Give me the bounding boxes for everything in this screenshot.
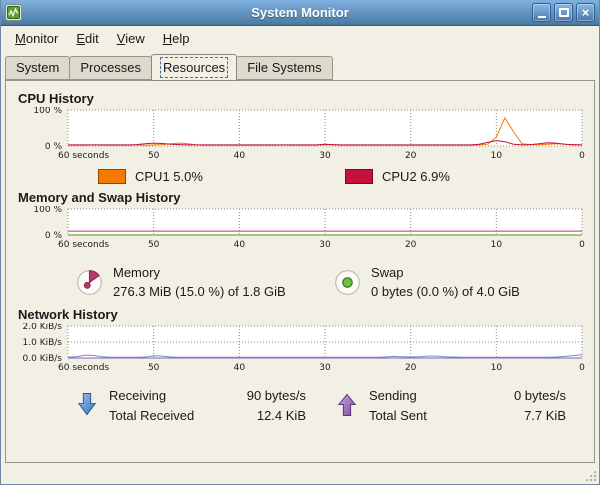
- resources-panel: CPU History 60 seconds 50 40 30 20 10 0 100 % 0 …: [5, 80, 595, 463]
- memory-detail: 276.3 MiB (15.0 %) of 1.8 GiB: [113, 284, 286, 299]
- window-title: System Monitor: [251, 5, 349, 20]
- svg-text:2.0 KiB/s: 2.0 KiB/s: [23, 323, 63, 332]
- svg-text:1.0 KiB/s: 1.0 KiB/s: [23, 338, 63, 348]
- cpu1-legend-item: CPU1 5.0%: [98, 169, 345, 184]
- titlebar[interactable]: System Monitor ×: [1, 0, 599, 26]
- svg-text:10: 10: [491, 363, 503, 373]
- svg-text:0: 0: [579, 240, 585, 250]
- cpu-legend: CPU1 5.0% CPU2 6.9%: [98, 169, 592, 184]
- swap-pie-icon: [335, 269, 360, 295]
- minimize-icon: [537, 15, 546, 18]
- tab-bar: System Processes Resources File Systems: [1, 50, 599, 81]
- svg-text:0.0 KiB/s: 0.0 KiB/s: [23, 354, 63, 364]
- svg-text:30: 30: [319, 151, 331, 161]
- memory-swap-legend: Memory 276.3 MiB (15.0 %) of 1.8 GiB Swa…: [76, 263, 592, 301]
- svg-text:100 %: 100 %: [33, 206, 62, 215]
- menu-view[interactable]: View: [116, 30, 145, 46]
- cpu1-color-swatch: [98, 169, 126, 184]
- receiving-text: Receiving 90 bytes/s Total Received 12.4…: [109, 386, 306, 426]
- tab-file-systems[interactable]: File Systems: [236, 56, 333, 80]
- svg-text:20: 20: [405, 151, 417, 161]
- memory-label: Memory: [113, 265, 160, 280]
- total-sent-label: Total Sent: [369, 408, 427, 423]
- resize-grip[interactable]: [584, 469, 597, 482]
- download-arrow-icon: [77, 393, 97, 416]
- svg-text:40: 40: [234, 363, 246, 373]
- network-history-title: Network History: [18, 307, 118, 322]
- svg-text:0: 0: [579, 151, 585, 161]
- svg-text:20: 20: [405, 363, 417, 373]
- menu-edit[interactable]: Edit: [76, 30, 99, 46]
- receiving-legend-item: Receiving 90 bytes/s Total Received 12.4…: [76, 386, 306, 426]
- menubar: Monitor Edit View Help: [1, 26, 599, 50]
- svg-text:0 %: 0 %: [45, 142, 63, 152]
- menu-monitor[interactable]: Monitor: [15, 30, 59, 46]
- swap-detail: 0 bytes (0.0 %) of 4.0 GiB: [371, 284, 520, 299]
- svg-text:10: 10: [491, 240, 503, 250]
- swap-text: Swap 0 bytes (0.0 %) of 4.0 GiB: [371, 263, 520, 301]
- tab-resources[interactable]: Resources: [151, 54, 238, 81]
- network-history-chart: 60 seconds 50 40 30 20 10 0 2.0 KiB/s 1.0 KiB/s 0…: [23, 323, 586, 373]
- total-sent-value: 7.7 KiB: [524, 408, 566, 423]
- tab-processes[interactable]: Processes: [69, 56, 153, 80]
- cpu2-label: CPU2 6.9%: [382, 169, 450, 184]
- sending-legend-item: Sending 0 bytes/s Total Sent 7.7 KiB: [336, 386, 566, 426]
- swap-label: Swap: [371, 265, 404, 280]
- minimize-button[interactable]: [532, 3, 551, 22]
- memory-swap-chart: 60 seconds 50 40 30 20 10 0 100 % 0 %: [33, 206, 585, 250]
- tab-system[interactable]: System: [5, 56, 71, 80]
- svg-text:100 %: 100 %: [33, 107, 62, 116]
- maximize-icon: [558, 8, 569, 17]
- svg-text:0: 0: [579, 363, 585, 373]
- close-button[interactable]: ×: [576, 3, 595, 22]
- svg-text:20: 20: [405, 240, 417, 250]
- svg-text:60 seconds: 60 seconds: [58, 363, 109, 373]
- memory-pie-icon: [77, 269, 102, 295]
- memory-swap-title: Memory and Swap History: [18, 190, 181, 205]
- sending-label: Sending: [369, 388, 417, 403]
- total-received-label: Total Received: [109, 408, 195, 423]
- cpu-history-chart: 60 seconds 50 40 30 20 10 0 100 % 0 %: [33, 107, 585, 161]
- svg-text:0 %: 0 %: [45, 231, 63, 241]
- memory-legend-item: Memory 276.3 MiB (15.0 %) of 1.8 GiB: [76, 263, 334, 301]
- sending-rate: 0 bytes/s: [513, 388, 566, 403]
- sending-text: Sending 0 bytes/s Total Sent 7.7 KiB: [369, 386, 566, 426]
- menu-help[interactable]: Help: [162, 30, 190, 46]
- close-icon: ×: [581, 5, 590, 20]
- swap-legend-item: Swap 0 bytes (0.0 %) of 4.0 GiB: [334, 263, 592, 301]
- svg-text:40: 40: [234, 151, 246, 161]
- receiving-rate: 90 bytes/s: [246, 388, 306, 403]
- status-bar: [1, 463, 599, 484]
- maximize-button[interactable]: [554, 3, 573, 22]
- svg-text:30: 30: [319, 363, 331, 373]
- svg-text:40: 40: [234, 240, 246, 250]
- system-monitor-app-icon: [5, 4, 22, 21]
- network-legend: Receiving 90 bytes/s Total Received 12.4…: [76, 386, 566, 426]
- memory-text: Memory 276.3 MiB (15.0 %) of 1.8 GiB: [113, 263, 286, 301]
- window-controls: ×: [529, 3, 595, 22]
- cpu2-legend-item: CPU2 6.9%: [345, 169, 592, 184]
- svg-text:60 seconds: 60 seconds: [58, 240, 109, 250]
- svg-text:10: 10: [491, 151, 503, 161]
- svg-text:30: 30: [319, 240, 331, 250]
- receiving-label: Receiving: [109, 388, 167, 403]
- svg-text:50: 50: [148, 363, 160, 373]
- upload-arrow-icon: [337, 393, 357, 416]
- svg-text:60 seconds: 60 seconds: [58, 151, 109, 161]
- total-received-value: 12.4 KiB: [256, 408, 306, 423]
- cpu-history-title: CPU History: [18, 91, 94, 106]
- svg-text:50: 50: [148, 151, 160, 161]
- cpu2-color-swatch: [345, 169, 373, 184]
- svg-text:50: 50: [148, 240, 160, 250]
- cpu1-label: CPU1 5.0%: [135, 169, 203, 184]
